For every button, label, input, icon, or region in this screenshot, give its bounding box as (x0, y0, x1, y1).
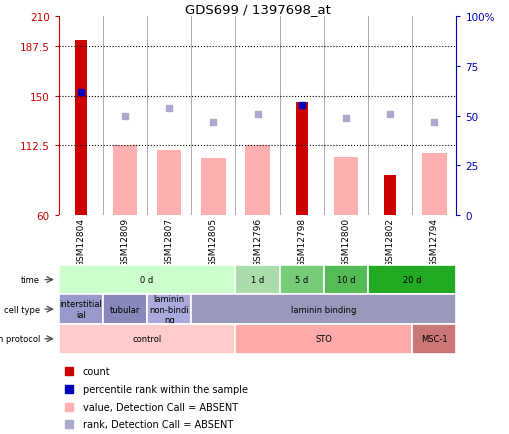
Text: growth protocol: growth protocol (0, 335, 40, 343)
Text: value, Detection Call = ABSENT: value, Detection Call = ABSENT (82, 402, 237, 412)
Text: rank, Detection Call = ABSENT: rank, Detection Call = ABSENT (82, 419, 232, 429)
Bar (59, 295, 103, 324)
Text: tubular: tubular (109, 305, 140, 314)
Bar (279, 265, 323, 295)
Bar (201, 158, 225, 215)
Bar (323, 265, 367, 295)
Text: GSM12802: GSM12802 (385, 218, 394, 266)
Bar (383, 176, 395, 215)
Text: 20 d: 20 d (402, 276, 420, 284)
Bar (59, 324, 235, 354)
Text: GSM12804: GSM12804 (76, 218, 85, 266)
Text: cell type: cell type (4, 305, 40, 314)
Bar (112, 145, 137, 215)
Text: GSM12809: GSM12809 (120, 218, 129, 267)
Text: control: control (132, 335, 161, 343)
Text: GSM12800: GSM12800 (341, 218, 350, 267)
Text: count: count (82, 366, 110, 376)
Text: GSM12794: GSM12794 (429, 218, 438, 266)
Bar (74, 41, 87, 215)
Text: GSM12796: GSM12796 (252, 218, 262, 267)
Bar (157, 151, 181, 215)
Text: STO: STO (315, 335, 332, 343)
Bar (245, 145, 269, 215)
Text: MSC-1: MSC-1 (420, 335, 447, 343)
Text: interstitial
ial: interstitial ial (59, 300, 102, 319)
Bar (147, 295, 191, 324)
Text: GSM12798: GSM12798 (297, 218, 305, 267)
Bar (333, 157, 357, 215)
Title: GDS699 / 1397698_at: GDS699 / 1397698_at (184, 3, 330, 16)
Text: 10 d: 10 d (336, 276, 354, 284)
Bar (191, 295, 456, 324)
Text: laminin
non-bindi
ng: laminin non-bindi ng (149, 295, 189, 324)
Bar (421, 153, 446, 215)
Text: laminin binding: laminin binding (291, 305, 356, 314)
Bar (103, 295, 147, 324)
Text: time: time (21, 276, 40, 284)
Bar (235, 324, 411, 354)
Bar (295, 103, 307, 215)
Text: 1 d: 1 d (250, 276, 264, 284)
Text: GSM12805: GSM12805 (209, 218, 217, 267)
Text: 0 d: 0 d (140, 276, 153, 284)
Bar (367, 265, 456, 295)
Text: GSM12807: GSM12807 (164, 218, 173, 267)
Bar (411, 324, 456, 354)
Bar (59, 265, 235, 295)
Text: percentile rank within the sample: percentile rank within the sample (82, 384, 247, 394)
Bar (235, 265, 279, 295)
Text: 5 d: 5 d (295, 276, 308, 284)
